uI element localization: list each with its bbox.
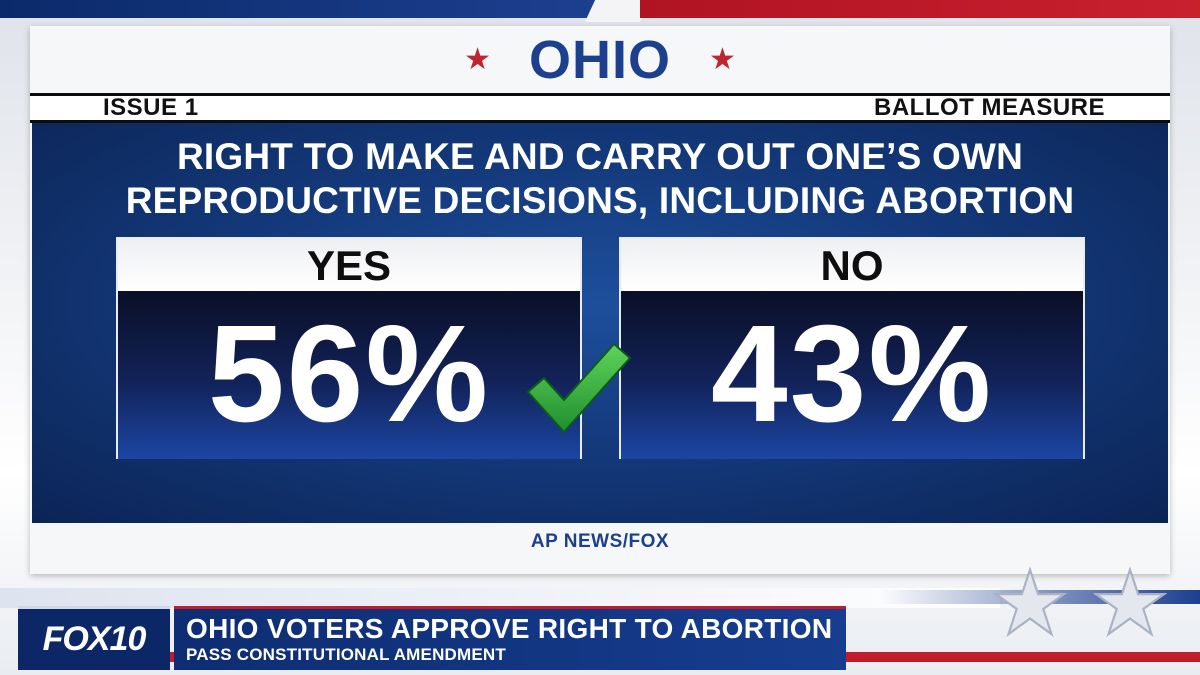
question-line-1: RIGHT TO MAKE AND CARRY OUT ONE’S OWN [176, 136, 1024, 177]
checkmark-icon [527, 343, 631, 433]
results-card: ★ OHIO ★ ISSUE 1 BALLOT MEASURE RIGHT TO… [30, 26, 1170, 574]
lower-third-backdrop [0, 588, 1000, 608]
result-yes-value-area: 56% [118, 291, 580, 459]
measure-type: BALLOT MEASURE [874, 94, 1105, 121]
issue-label: ISSUE 1 [103, 94, 199, 121]
star-icon: ★ [709, 41, 736, 77]
ballot-question: RIGHT TO MAKE AND CARRY OUT ONE’S OWN RE… [32, 135, 1168, 223]
result-no-value: 43% [710, 297, 994, 451]
results-panel: RIGHT TO MAKE AND CARRY OUT ONE’S OWN RE… [32, 123, 1168, 523]
result-yes: YES 56% [116, 237, 582, 459]
top-stripe-red [640, 0, 1200, 18]
issue-bar: ISSUE 1 BALLOT MEASURE [30, 93, 1170, 123]
headline-main: OHIO VOTERS APPROVE RIGHT TO ABORTION [186, 613, 833, 644]
result-yes-value: 56% [207, 297, 491, 451]
state-title: OHIO [528, 29, 671, 90]
state-header: ★ OHIO ★ [30, 26, 1170, 93]
question-line-2: REPRODUCTIVE DECISIONS, INCLUDING ABORTI… [125, 180, 1075, 221]
station-logo: FOX10 [18, 606, 170, 670]
result-no-label: NO [621, 239, 1083, 291]
decorative-star-icon [1093, 566, 1167, 637]
result-no: NO 43% [619, 237, 1085, 459]
decorative-star-icon [993, 566, 1067, 637]
result-yes-label: YES [118, 239, 580, 291]
top-stripe-blue [0, 0, 600, 18]
station-logo-text: FOX10 [42, 620, 147, 658]
source-credit: AP NEWS/FOX [530, 531, 670, 552]
headline-sub: PASS CONSTITUTIONAL AMENDMENT [186, 645, 506, 664]
star-icon: ★ [464, 41, 491, 77]
headline-box: OHIO VOTERS APPROVE RIGHT TO ABORTION PA… [174, 606, 846, 670]
result-no-value-area: 43% [621, 291, 1083, 459]
